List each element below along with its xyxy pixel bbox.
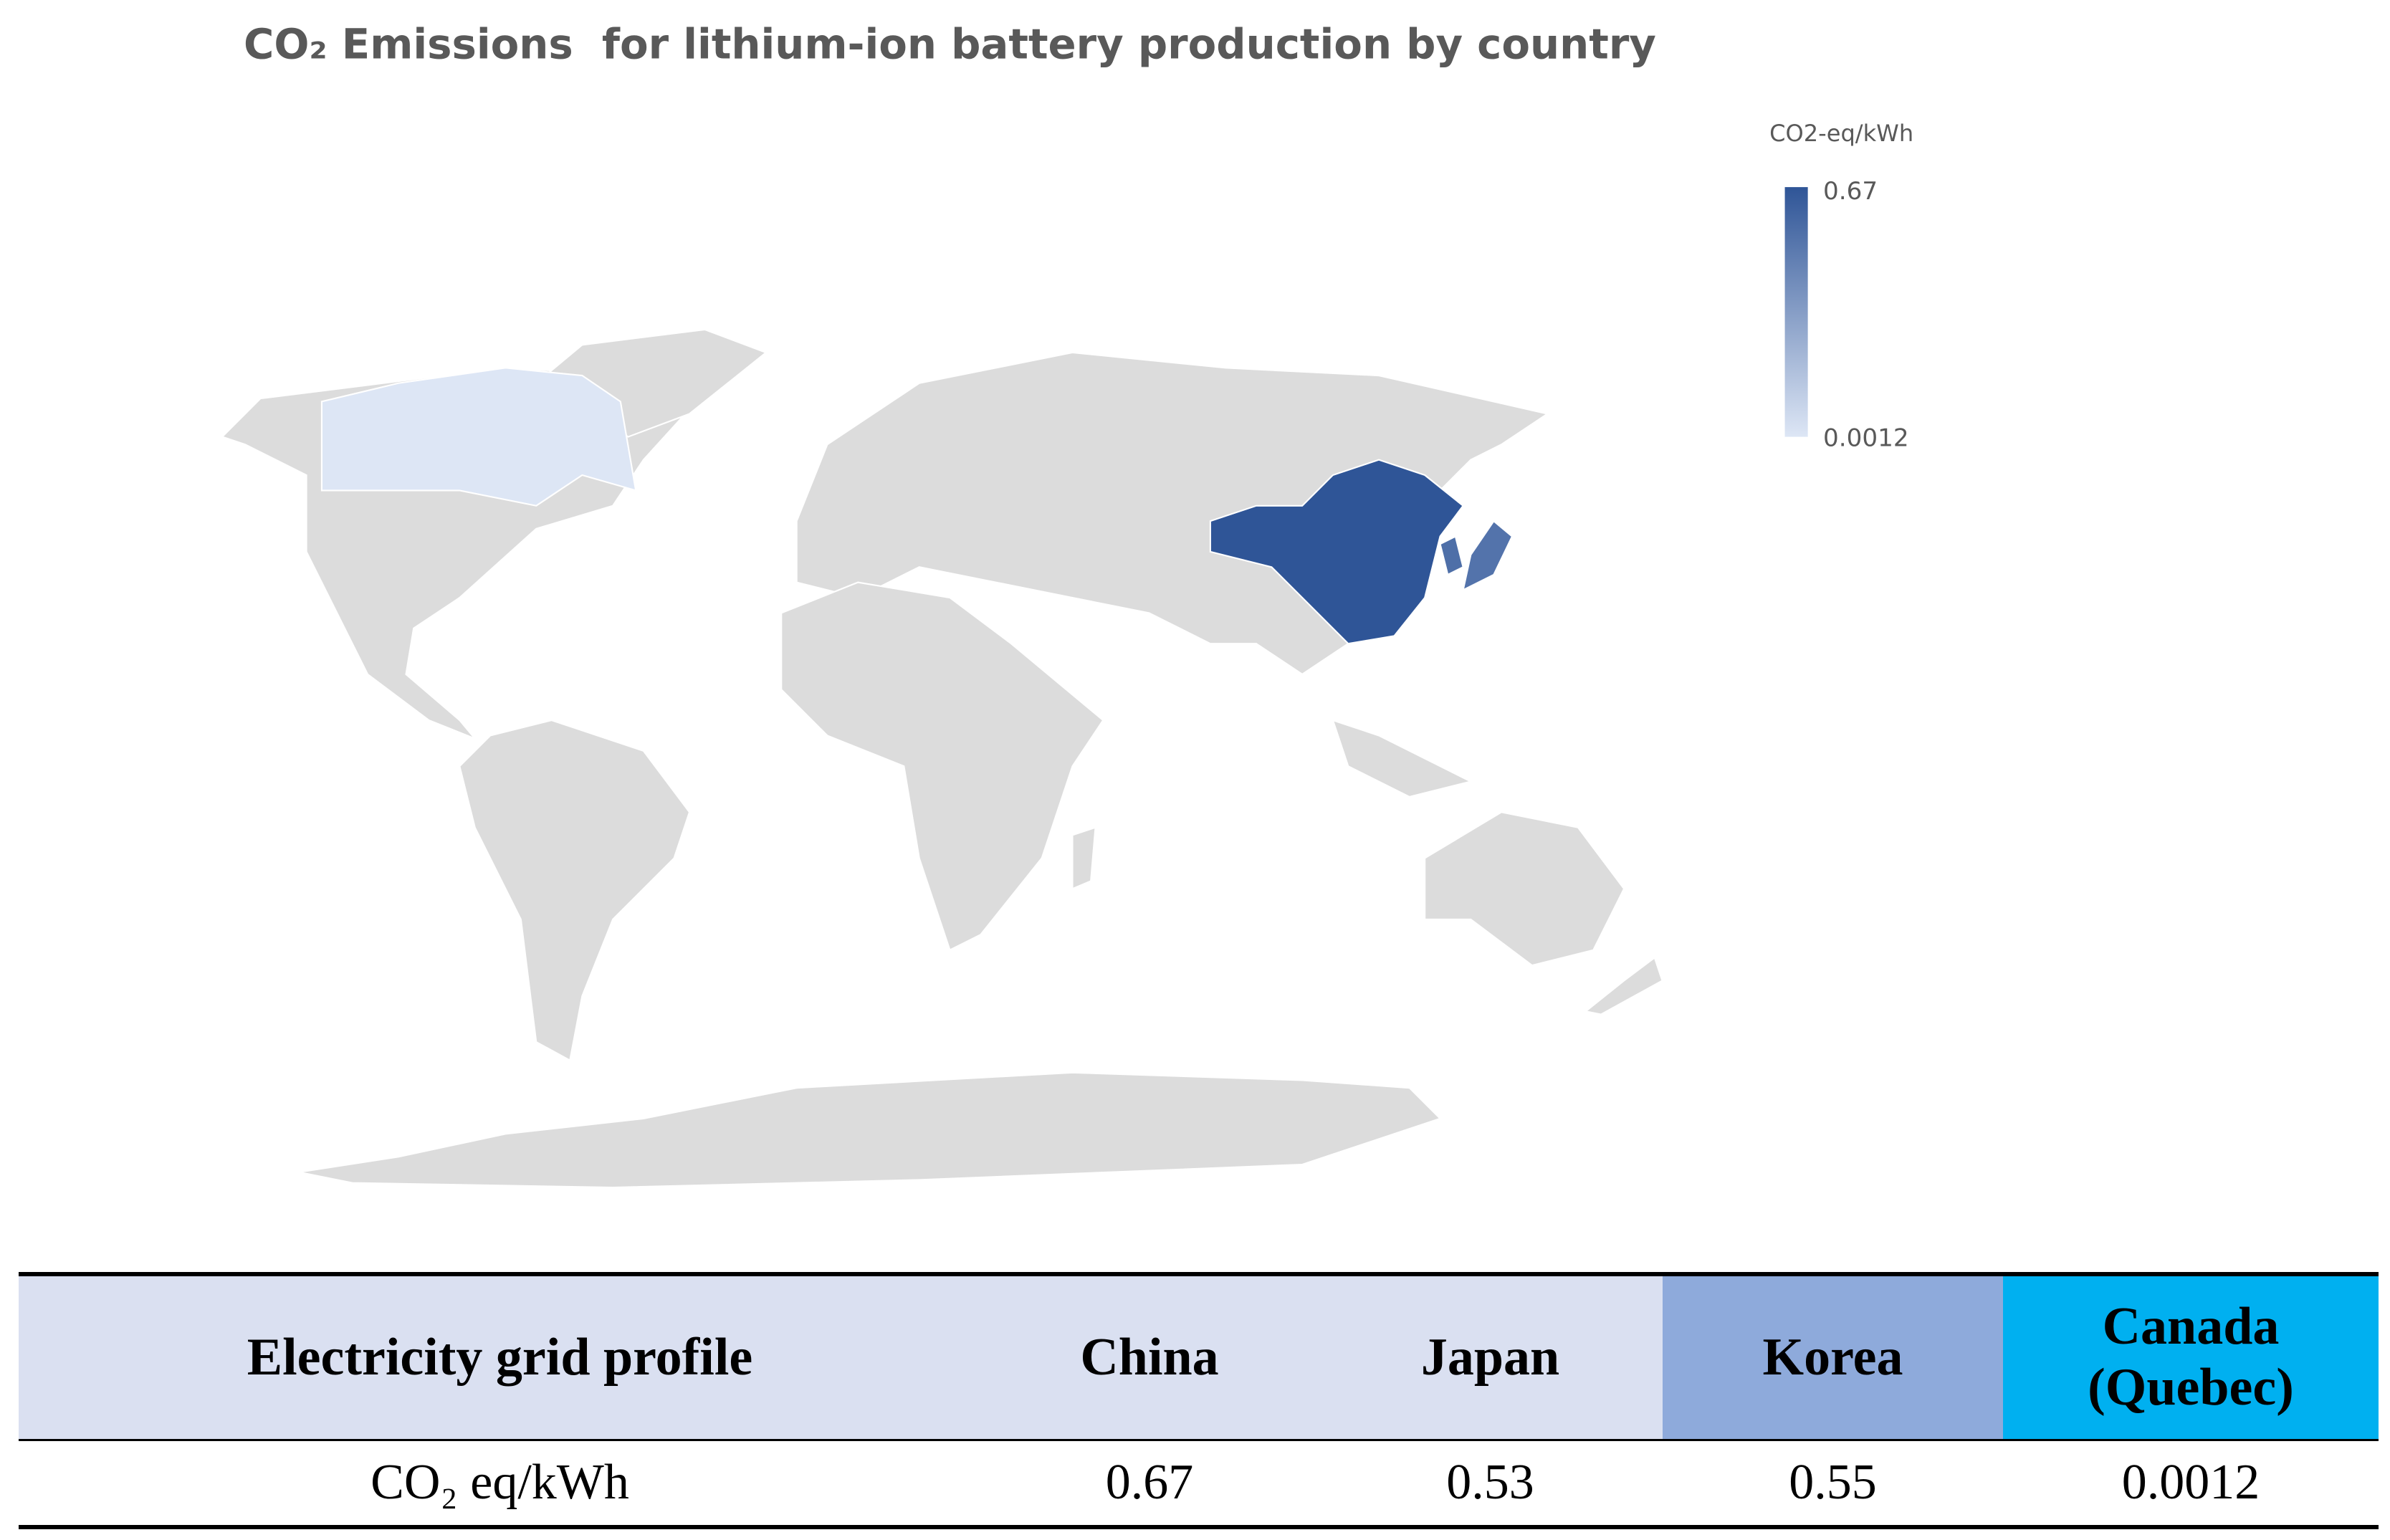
header-cell: Korea <box>1663 1274 2003 1440</box>
row-label: CO₂ eq/kWh <box>371 1455 629 1511</box>
cell: 0.67 <box>1105 1455 1194 1511</box>
legend-gradient <box>1784 187 1808 437</box>
legend-title: CO2-eq/kWh <box>1769 120 1913 147</box>
legend-min: 0.0012 <box>1823 424 1909 452</box>
cell: 0.0012 <box>2121 1455 2260 1511</box>
country-china <box>1209 459 1465 645</box>
country-korea <box>1439 535 1464 576</box>
header-cell: China <box>981 1274 1318 1440</box>
grid-table: Electricity grid profile China Japan Kor… <box>19 1272 2379 1529</box>
header-cell: Canada (Quebec) <box>2003 1274 2379 1440</box>
cell: 0.55 <box>1789 1455 1877 1511</box>
header-cell: Japan <box>1318 1274 1663 1440</box>
header-row: Electricity grid profile China Japan Kor… <box>19 1274 2379 1440</box>
data-row: CO₂ eq/kWh 0.67 0.53 0.55 0.0012 <box>19 1440 2379 1527</box>
map-title: CO₂ Emissions for lithium-ion battery pr… <box>244 20 1656 69</box>
map-chart: CO₂ Emissions for lithium-ion battery pr… <box>221 20 1913 1189</box>
cell: 0.53 <box>1446 1455 1534 1511</box>
country-canada <box>320 367 637 507</box>
country-japan <box>1462 520 1514 592</box>
header-cell: Electricity grid profile <box>19 1274 981 1440</box>
legend-max: 0.67 <box>1823 177 1878 206</box>
